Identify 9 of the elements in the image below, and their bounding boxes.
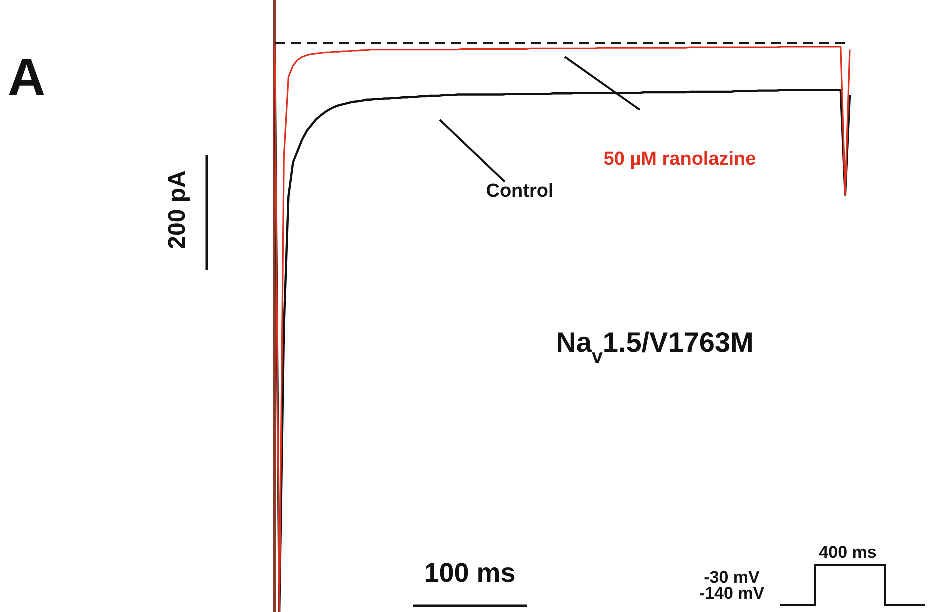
annotation: 400 ms	[819, 543, 877, 562]
text: A	[8, 49, 46, 107]
text: Control	[486, 181, 554, 202]
text: 50 µM ranolazine	[604, 149, 756, 170]
annotation: 100 ms	[424, 558, 516, 588]
annotation: Na$_{v}$1.5/V1763M	[556, 327, 754, 368]
annotation: -140 mV	[699, 584, 766, 603]
text: 200 pA	[164, 170, 191, 250]
annotation: -30 mV	[704, 568, 761, 587]
